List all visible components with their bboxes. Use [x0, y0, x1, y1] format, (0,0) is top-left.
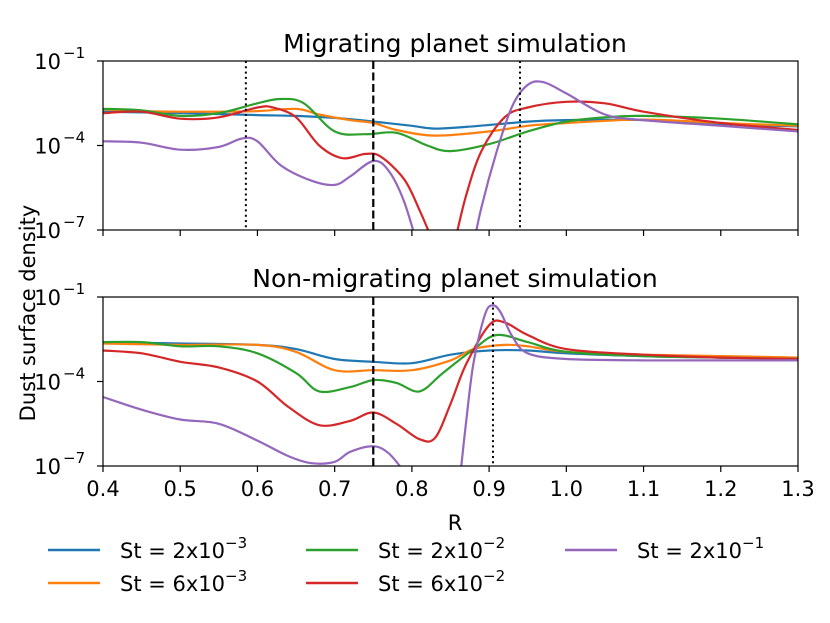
x-axis-label: R: [448, 511, 463, 535]
legend-label: St = 2x10−1: [637, 534, 764, 563]
legend-entry: St = 2x10−2: [306, 534, 505, 563]
series-line: [103, 395, 402, 466]
series-line: [103, 105, 430, 230]
legend-label: St = 2x10−2: [378, 534, 505, 563]
panel-title: Non-migrating planet simulation: [252, 264, 657, 293]
plot-area: [103, 61, 798, 230]
x-tick-label: 0.5: [164, 477, 197, 501]
legend-entry: St = 2x10−3: [48, 534, 247, 563]
y-tick-label: 10: [34, 286, 61, 310]
y-ticks: 10−110−410−7: [34, 44, 103, 243]
axes-frame: [102, 60, 799, 231]
y-tick-exponent: −1: [63, 280, 85, 298]
plot-area: [103, 297, 798, 466]
legend: St = 2x10−3 St = 6x10−3 St = 2x10−2 St = 6x…: [48, 534, 764, 596]
panel-title: Migrating planet simulation: [283, 29, 627, 58]
x-tick-label: 0.8: [395, 477, 428, 501]
y-tick-label: 10: [34, 135, 61, 159]
y-tick-label: 10: [34, 455, 61, 479]
y-tick-label: 10: [34, 50, 61, 74]
migrating-panel: Migrating planet simulation 10−110−410−7: [34, 29, 799, 243]
y-tick-exponent: −7: [63, 213, 85, 231]
x-tick-label: 1.1: [627, 477, 660, 501]
legend-entry: St = 6x10−2: [306, 567, 505, 596]
y-tick-label: 10: [34, 371, 61, 395]
x-tick-label: 0.4: [86, 477, 119, 501]
y-tick-exponent: −4: [63, 365, 85, 383]
x-tick-label: 1.3: [781, 477, 814, 501]
y-tick-exponent: −1: [63, 44, 85, 62]
legend-label: St = 6x10−3: [120, 567, 247, 596]
y-tick-exponent: −7: [63, 449, 85, 467]
x-tick-label: 1.0: [550, 477, 583, 501]
x-ticks: 0.4 0.5 0.6 0.7 0.8 0.9 1.0 1.1 1.2 1.3: [86, 466, 815, 501]
x-ticks: [102, 230, 799, 236]
series-line: [103, 97, 798, 153]
y-tick-exponent: −4: [63, 129, 85, 147]
axes-frame: [102, 296, 799, 467]
series-line: [103, 319, 798, 443]
legend-entry: St = 2x10−1: [565, 534, 764, 563]
series-line: [475, 80, 798, 230]
series-line: [103, 136, 415, 230]
series-line: [103, 333, 798, 394]
legend-label: St = 6x10−2: [378, 567, 505, 596]
series-line: [460, 304, 798, 466]
legend-label: St = 2x10−3: [120, 534, 247, 563]
x-tick-label: 0.9: [472, 477, 505, 501]
x-tick-label: 1.2: [704, 477, 737, 501]
x-tick-label: 0.6: [241, 477, 274, 501]
x-tick-label: 0.7: [318, 477, 351, 501]
y-tick-label: 10: [34, 219, 61, 243]
y-ticks: 10−110−410−7: [34, 280, 103, 479]
series-line: [103, 107, 798, 137]
y-axis-label: Dust surface density: [16, 205, 40, 422]
legend-entry: St = 6x10−3: [48, 567, 247, 596]
series-line: [456, 100, 798, 230]
non-migrating-panel: Non-migrating planet simulation 10 −110 −4…: [34, 264, 814, 501]
